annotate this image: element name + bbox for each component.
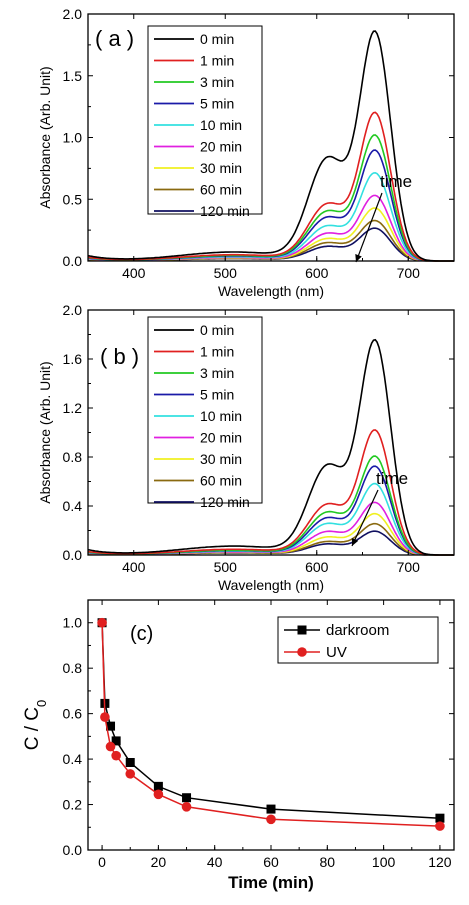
data-point-darkroom xyxy=(266,804,276,814)
legend-box xyxy=(147,25,263,215)
data-point-UV xyxy=(97,617,107,628)
legend-marker xyxy=(297,647,307,657)
panel-label: ( a ) xyxy=(95,26,134,51)
legend-label: 60 min xyxy=(200,182,242,198)
x-tick-label: 500 xyxy=(214,559,238,575)
legend-label: 1 min xyxy=(200,344,234,360)
x-tick-label: 20 xyxy=(151,854,167,870)
data-point-UV xyxy=(153,789,164,800)
y-tick-label: 0.6 xyxy=(63,706,83,722)
legend-label: UV xyxy=(326,644,347,661)
data-point-UV xyxy=(181,802,192,812)
legend-label: 3 min xyxy=(200,74,234,90)
panel-b: 400 500 600 700 0.0 0.4 0.8 1.2 1.6 2.0 Wavelength… xyxy=(37,302,455,593)
y-tick-label: 0.0 xyxy=(63,253,83,269)
data-point-UV xyxy=(435,821,445,831)
panel-label: (c) xyxy=(130,623,153,645)
data-point-darkroom xyxy=(435,813,445,823)
legend-label: 120 min xyxy=(200,203,250,219)
time-arrow xyxy=(355,192,383,263)
series-line-0-min xyxy=(87,30,454,262)
time-annotation: time xyxy=(376,469,408,488)
legend-label: 3 min xyxy=(200,365,234,381)
x-tick-label: 40 xyxy=(207,854,223,870)
y-tick-label: 2.0 xyxy=(63,6,83,22)
data-point-UV xyxy=(100,712,110,722)
series-line-0-min xyxy=(87,338,454,556)
data-point-UV xyxy=(111,750,121,761)
y-axis-label: Absorbance (Arb. Unit) xyxy=(37,361,53,503)
y-tick-label: 1.2 xyxy=(63,400,83,416)
x-tick-label: 80 xyxy=(320,854,336,870)
y-tick-label: 1.5 xyxy=(63,68,83,84)
y-tick-label: 0.0 xyxy=(63,842,83,858)
legend-label: 30 min xyxy=(200,160,242,176)
data-point-UV xyxy=(266,814,276,825)
legend-label: 0 min xyxy=(200,31,234,47)
time-arrow-head xyxy=(351,538,359,546)
x-tick-label: 700 xyxy=(397,265,421,281)
y-tick-label: 0.5 xyxy=(63,191,83,207)
x-tick-label: 120 xyxy=(428,854,452,870)
x-tick-label: 100 xyxy=(372,854,396,870)
legend-label: 5 min xyxy=(200,96,234,112)
y-tick-label: 0.0 xyxy=(63,547,83,563)
x-axis-label: Wavelength (nm) xyxy=(218,577,324,593)
x-tick-label: 0 xyxy=(98,854,106,870)
data-point-darkroom xyxy=(125,758,135,767)
x-tick-label: 60 xyxy=(263,854,279,870)
legend-label: 10 min xyxy=(200,117,242,133)
y-tick-label: 0.4 xyxy=(63,751,83,767)
y-tick-label: 0.4 xyxy=(63,498,83,514)
x-tick-label: 400 xyxy=(122,559,146,575)
legend-box xyxy=(147,316,263,504)
y-tick-label: 0.8 xyxy=(63,449,83,465)
data-point-UV xyxy=(125,769,136,779)
time-arrow xyxy=(351,489,379,547)
x-tick-label: 500 xyxy=(214,265,238,281)
data-point-darkroom xyxy=(182,793,192,803)
time-arrow-head xyxy=(355,254,362,262)
legend-label: 5 min xyxy=(200,387,234,403)
legend-label: 20 min xyxy=(200,139,242,155)
y-axis-label: C / C0 xyxy=(22,700,49,751)
legend-label: 60 min xyxy=(200,473,242,489)
legend-label: 30 min xyxy=(200,451,242,467)
legend-label: 0 min xyxy=(200,322,234,338)
panel-label: ( b ) xyxy=(100,344,139,369)
series-line-1-min xyxy=(87,111,454,262)
y-tick-label: 2.0 xyxy=(63,302,83,318)
time-annotation: time xyxy=(380,172,412,191)
y-tick-label: 1.6 xyxy=(63,351,83,367)
series-line-1-min xyxy=(87,429,454,556)
y-axis-label: Absorbance (Arb. Unit) xyxy=(37,66,53,208)
legend-label: darkroom xyxy=(326,622,389,639)
legend-label: 20 min xyxy=(200,430,242,446)
y-tick-label: 0.2 xyxy=(63,797,83,813)
legend-label: 10 min xyxy=(200,408,242,424)
data-point-darkroom xyxy=(106,721,116,731)
data-point-darkroom xyxy=(111,736,121,746)
panel-c: 0 20 40 60 80 100 120 0.0 0.2 0.4 0.6 0.8 1.0 Time (m… xyxy=(22,599,455,892)
panel-a: 400 500 600 700 0.0 0.5 1.0 1.5 2.0 Wavelength (n… xyxy=(37,6,455,299)
x-axis-label: Time (min) xyxy=(228,873,314,892)
y-tick-label: 1.0 xyxy=(63,615,83,631)
legend-marker xyxy=(297,625,307,635)
x-tick-label: 700 xyxy=(397,559,421,575)
data-point-darkroom xyxy=(153,781,163,791)
x-tick-label: 600 xyxy=(305,559,329,575)
x-axis-label: Wavelength (nm) xyxy=(218,283,324,299)
y-tick-label: 0.8 xyxy=(63,660,83,676)
x-tick-label: 400 xyxy=(122,265,146,281)
legend-label: 120 min xyxy=(200,494,250,510)
legend-label: 1 min xyxy=(200,53,234,69)
x-tick-label: 600 xyxy=(305,265,329,281)
y-tick-label: 1.0 xyxy=(63,130,83,146)
data-point-UV xyxy=(105,741,116,752)
